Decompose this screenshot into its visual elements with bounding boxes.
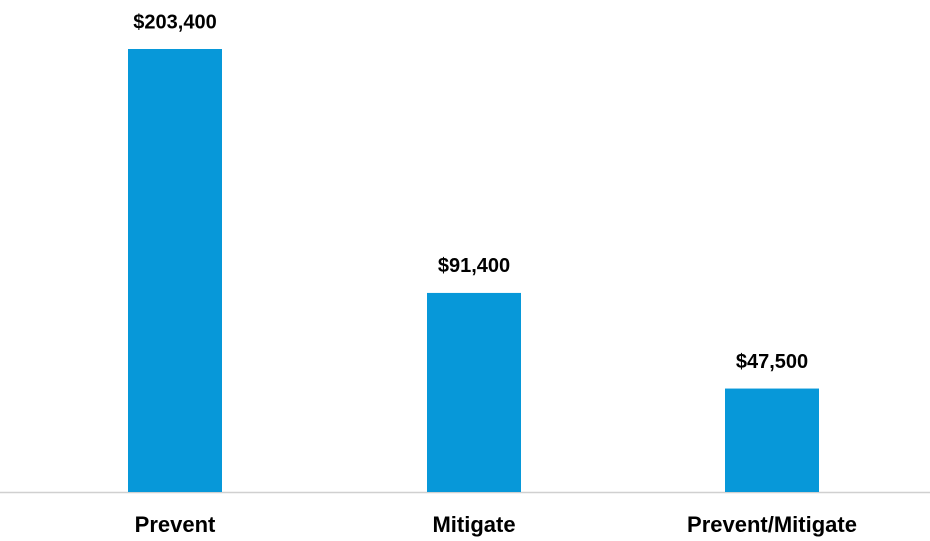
bar — [725, 388, 819, 492]
value-label: $203,400 — [133, 11, 216, 33]
value-label: $47,500 — [736, 351, 808, 373]
bar — [427, 292, 521, 492]
x-tick-label: Prevent — [135, 512, 216, 537]
x-tick-label: Mitigate — [432, 512, 515, 537]
value-label: $91,400 — [438, 255, 510, 277]
x-tick-label: Prevent/Mitigate — [687, 512, 857, 537]
bar — [128, 49, 222, 492]
